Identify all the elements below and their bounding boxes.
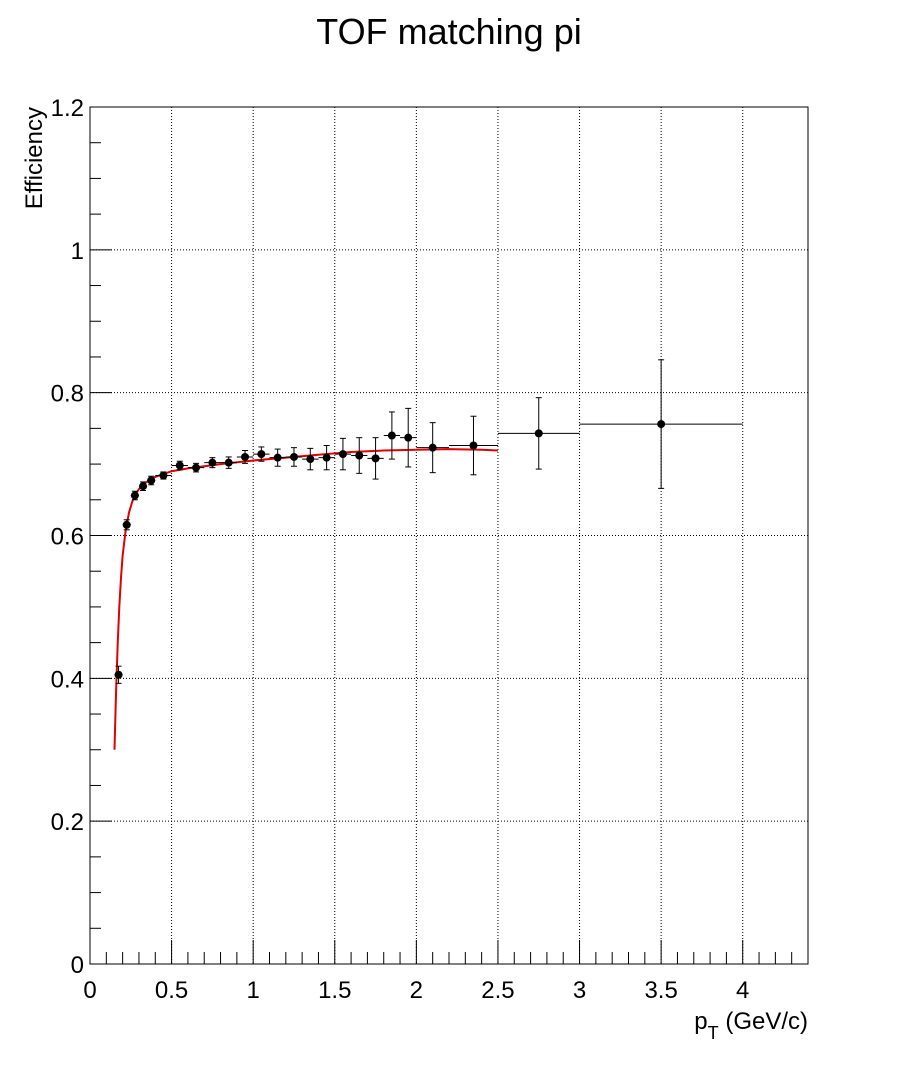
data-marker: [428, 443, 437, 452]
y-tick-label: 1.2: [51, 95, 84, 122]
data-point: [122, 519, 131, 531]
data-point: [114, 665, 123, 684]
data-point: [269, 448, 286, 467]
data-point: [318, 445, 335, 471]
x-axis-label-sub: T: [708, 1023, 719, 1043]
y-axis-label: Efficiency: [21, 107, 48, 209]
data-marker: [469, 441, 478, 450]
data-point: [253, 446, 270, 462]
data-point: [416, 422, 449, 474]
data-point: [130, 490, 139, 501]
x-tick-label: 0: [83, 977, 96, 1004]
data-point: [220, 456, 237, 469]
data-point: [367, 437, 384, 480]
y-tick-label: 0.6: [51, 524, 84, 551]
data-marker: [175, 461, 184, 470]
x-axis-label: pT (GeV/c): [694, 1008, 808, 1043]
data-marker: [273, 453, 282, 462]
x-tick-label: 2: [410, 977, 423, 1004]
x-axis-label-rest: (GeV/c): [719, 1008, 808, 1035]
data-point: [497, 397, 580, 470]
data-marker: [130, 491, 139, 500]
data-point: [383, 411, 401, 460]
axis-ticks: [89, 106, 809, 965]
data-points-layer: [114, 359, 743, 684]
data-marker: [122, 520, 131, 529]
data-marker: [355, 451, 364, 460]
data-marker: [257, 450, 266, 459]
data-point: [236, 450, 254, 464]
data-point: [400, 407, 417, 468]
data-marker: [114, 670, 123, 679]
x-tick-labels: 0 0.5 1 1.5 2 2.5 3 3.5 4: [83, 977, 749, 1004]
data-marker: [224, 458, 233, 467]
data-point: [285, 447, 303, 467]
data-point: [147, 475, 156, 486]
x-axis-label-main: p: [694, 1008, 707, 1035]
data-marker: [338, 450, 347, 459]
data-point: [204, 457, 221, 469]
chart-title: TOF matching pi: [316, 11, 581, 52]
x-tick-label: 1.5: [318, 977, 351, 1004]
data-marker: [404, 433, 413, 442]
data-marker: [147, 476, 156, 485]
data-point: [449, 415, 498, 476]
data-point: [187, 462, 205, 473]
x-tick-label: 4: [736, 977, 749, 1004]
data-marker: [322, 453, 331, 462]
data-point: [579, 359, 743, 489]
data-point: [155, 471, 172, 480]
x-tick-label: 0.5: [155, 977, 188, 1004]
data-marker: [534, 429, 543, 438]
data-marker: [306, 455, 315, 464]
x-tick-label: 1: [247, 977, 260, 1004]
data-marker: [208, 458, 217, 467]
data-marker: [159, 471, 168, 480]
y-tick-label: 0.4: [51, 666, 84, 693]
y-tick-label: 0: [71, 952, 84, 979]
y-tick-label: 0.2: [51, 809, 84, 836]
x-tick-label: 3: [573, 977, 586, 1004]
y-tick-label: 0.8: [51, 381, 84, 408]
data-point: [138, 481, 148, 492]
data-point: [171, 460, 188, 471]
data-point: [334, 437, 352, 471]
data-marker: [241, 452, 250, 461]
data-marker: [387, 431, 396, 440]
grid-lines: [90, 107, 808, 964]
data-marker: [371, 454, 380, 463]
y-tick-labels: 0 0.2 0.4 0.6 0.8 1 1.2: [51, 95, 84, 979]
data-marker: [289, 452, 298, 461]
data-marker: [192, 463, 201, 472]
data-marker: [657, 420, 666, 429]
data-point: [351, 437, 368, 474]
x-tick-label: 3.5: [644, 977, 677, 1004]
data-marker: [139, 482, 148, 491]
x-tick-label: 2.5: [481, 977, 514, 1004]
y-tick-label: 1: [71, 238, 84, 265]
data-point: [302, 447, 319, 471]
